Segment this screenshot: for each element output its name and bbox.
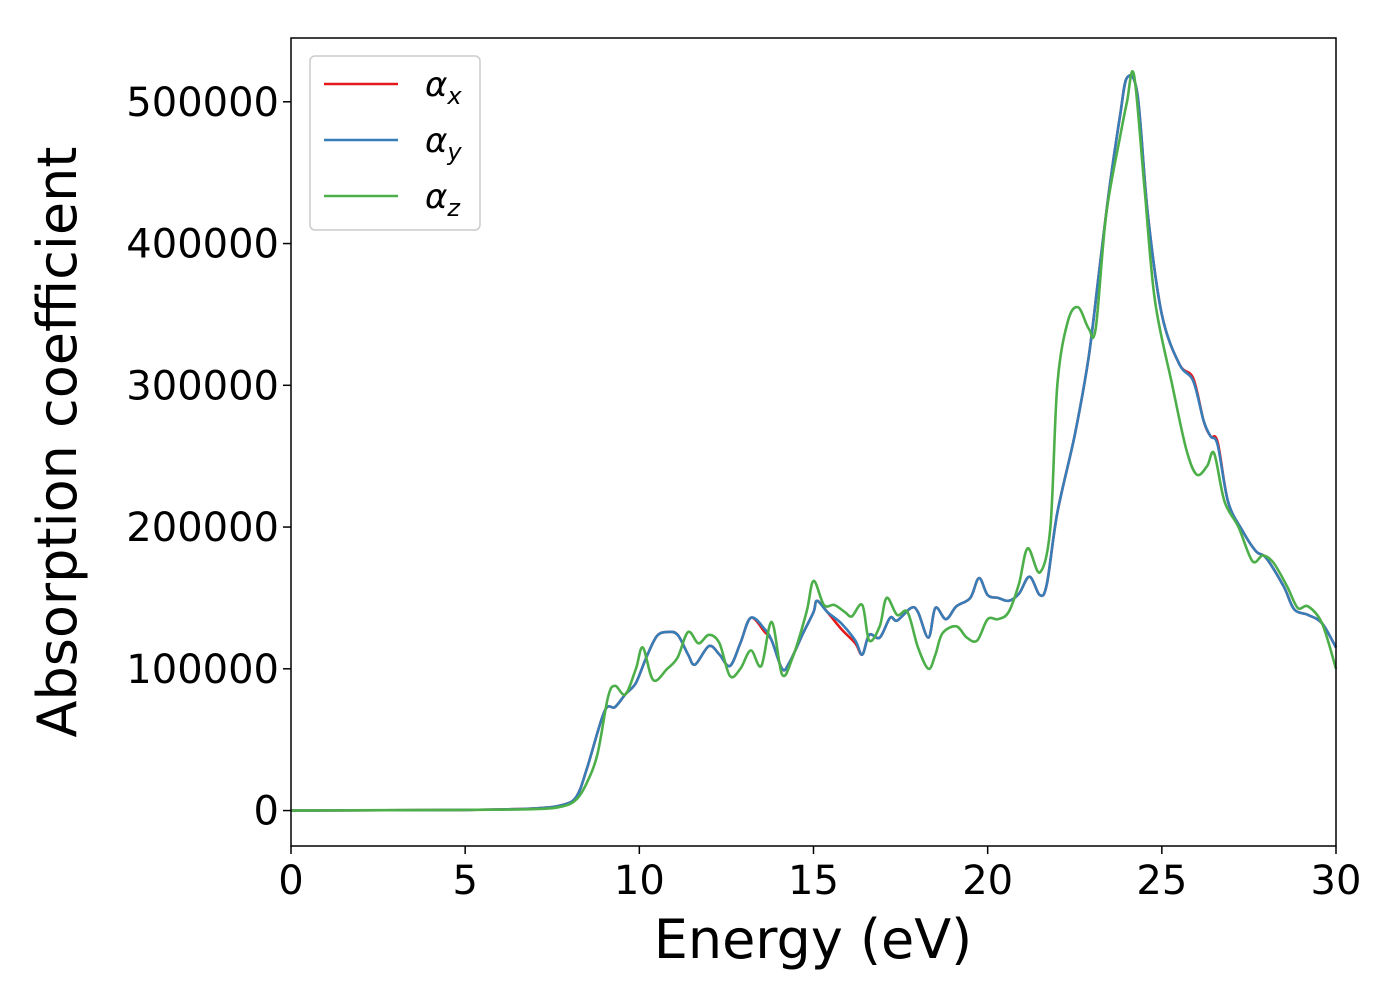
legend-label-y: αy: [425, 121, 462, 166]
y-axis-ticks: 0 100000 200000 300000 400000 500000: [126, 80, 291, 835]
series-line-z: [290, 70, 1338, 812]
x-tick-label: 25: [1136, 858, 1187, 904]
y-tick-label: 0: [254, 789, 279, 835]
y-tick-label: 300000: [126, 363, 279, 409]
plot-frame: [290, 37, 1337, 847]
legend-label-x: αx: [425, 65, 462, 110]
x-tick-label: 30: [1311, 858, 1362, 904]
y-tick-label: 100000: [126, 647, 279, 693]
x-tick-label: 15: [788, 858, 839, 904]
x-tick-label: 0: [278, 858, 303, 904]
x-axis-label: Energy (eV): [654, 908, 973, 971]
legend: αx αy αz: [309, 55, 481, 231]
x-tick-label: 20: [962, 858, 1013, 904]
y-tick-label: 400000: [126, 222, 279, 268]
series-line-y: [290, 74, 1338, 812]
y-tick-label: 500000: [126, 80, 279, 126]
legend-label-z: αz: [425, 177, 461, 222]
series-lines: [290, 70, 1338, 812]
x-tick-label: 5: [452, 858, 477, 904]
legend-frame: [309, 55, 481, 231]
x-axis-ticks: 0 5 10 15 20 25 30: [278, 846, 1361, 904]
x-tick-label: 10: [614, 858, 665, 904]
y-axis-label: Absorption coefficient: [26, 147, 89, 738]
y-tick-label: 200000: [126, 505, 279, 551]
